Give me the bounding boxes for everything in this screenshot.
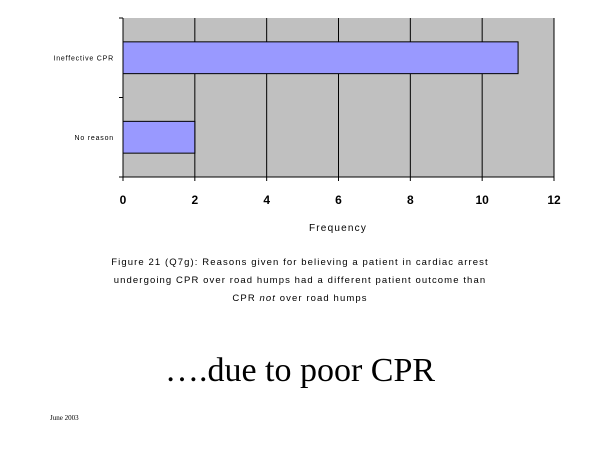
x-tick-label: 4 [263, 193, 270, 207]
caption-line-1: Figure 21 (Q7g): Reasons given for belie… [111, 257, 489, 268]
footer-date: June 2003 [50, 414, 79, 422]
caption-line-3-start: CPR [232, 293, 260, 304]
x-tick-label: 0 [120, 193, 127, 207]
category-label: No reason [75, 135, 115, 142]
bar [122, 120, 196, 154]
x-tick-label: 2 [191, 193, 198, 207]
x-tick-labels: 0 2 4 6 8 10 12 [120, 193, 561, 207]
slide-headline: ….due to poor CPR [164, 352, 436, 389]
bar [122, 41, 519, 75]
caption-line-3-end: over road humps [276, 293, 368, 304]
x-tick-label: 6 [335, 193, 342, 207]
x-tick-label: 12 [547, 193, 561, 207]
category-labels: Ineffective CPR No reason [53, 55, 115, 142]
axes [119, 17, 555, 181]
figure-caption: Figure 21 (Q7g): Reasons given for belie… [60, 254, 540, 308]
caption-emphasis: not [259, 293, 277, 304]
x-tick-label: 10 [475, 193, 489, 207]
bars [122, 41, 519, 154]
x-tick-label: 8 [407, 193, 414, 207]
caption-line-2: undergoing CPR over road humps had a dif… [113, 275, 487, 286]
x-axis-label: Frequency [309, 223, 367, 234]
caption-line-3: CPR not over road humps [60, 290, 540, 308]
category-label: Ineffective CPR [53, 55, 114, 62]
bar-chart: 0 2 4 6 8 10 12 Ineffective CPR No reason Frequ… [53, 17, 561, 234]
